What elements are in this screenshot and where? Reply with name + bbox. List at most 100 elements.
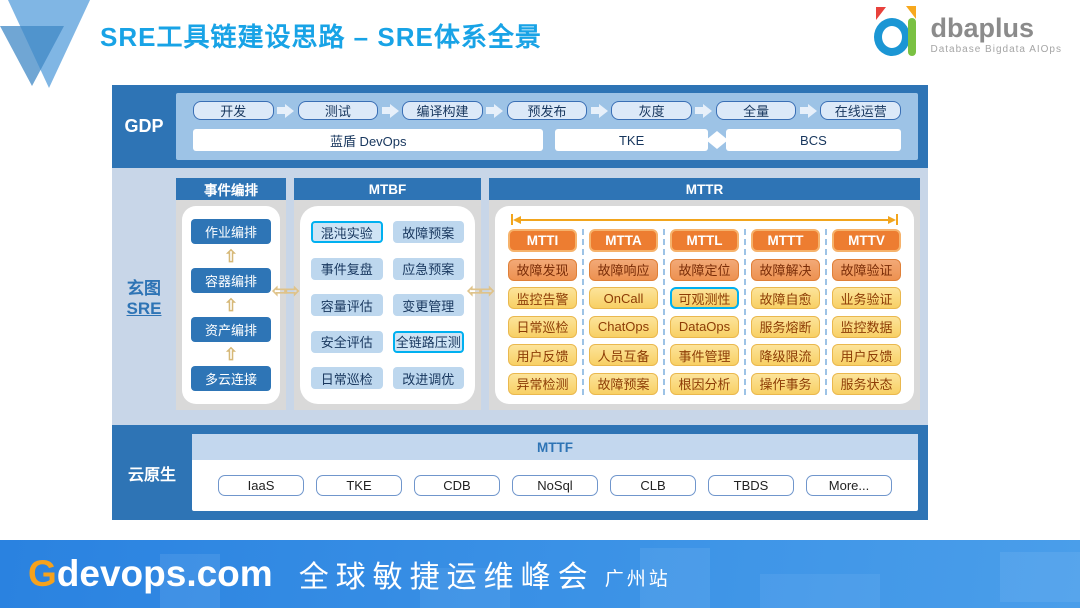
gdp-label: GDP: [124, 116, 164, 136]
pipeline-stage: 灰度: [611, 101, 692, 120]
platform-row: 蓝盾 DevOps TKE BCS: [193, 129, 901, 151]
pipeline-stage: 预发布: [506, 101, 588, 120]
mttr-item: 故障解决: [751, 258, 820, 281]
right-arrow-icon: [378, 103, 402, 118]
mttr-item: 日常巡检: [508, 315, 577, 338]
cloud-service: IaaS: [218, 475, 304, 496]
mttr-item: 降级限流: [751, 344, 820, 367]
mttr-panel: MTTR MTTI 故障发现 监控告警 日常巡检 用户反馈 异常检测: [489, 178, 920, 410]
left-right-arrow-icon: ⇦⇨: [272, 281, 300, 302]
left-right-arrow-icon: ⇦⇨: [467, 281, 495, 302]
footer-banner: Gdevops.com 全球敏捷运维峰会 广州站: [0, 540, 1080, 608]
mttr-item: 故障发现: [508, 258, 577, 281]
left-right-arrow-icon: [705, 131, 728, 149]
mttr-item: 服务熔断: [751, 315, 820, 338]
mttr-item: 故障自愈: [751, 287, 820, 310]
cloud-service: NoSql: [512, 475, 598, 496]
mtbf-panel: MTBF 混沌实验 故障预案 事件复盘 应急预案 容量评估 变更管理 安全评估 …: [294, 178, 481, 410]
right-arrow-icon: [483, 103, 507, 118]
gdp-band: GDP 开发 测试 编译构建 预发布 灰度 全量 在线运营: [112, 85, 928, 168]
cloud-service: TKE: [316, 475, 402, 496]
cloud-service: TBDS: [708, 475, 794, 496]
mttr-column-header: MTTA: [589, 229, 658, 252]
sre-band: 玄图 SRE 事件编排 作业编排 ⇧ 容器编排 ⇧ 资产编排 ⇧ 多云连接 MT…: [112, 168, 928, 425]
mtbf-item: 事件复盘: [311, 257, 383, 280]
right-arrow-icon: [587, 103, 611, 118]
mttr-item: 服务状态: [832, 372, 901, 395]
span-measure-arrow-icon: [511, 213, 898, 226]
cloud-service: More...: [806, 475, 892, 496]
mttr-item: 监控告警: [508, 287, 577, 310]
xuantu-sre-label: 玄图 SRE: [126, 279, 162, 318]
event-name: 全球敏捷运维峰会: [298, 561, 595, 594]
orchestration-item: 容器编排: [191, 268, 271, 293]
page-title: SRE工具链建设思路 – SRE体系全景: [100, 22, 542, 52]
mtbf-item: 全链路压测: [392, 330, 464, 353]
mttr-column-header: MTTT: [751, 229, 820, 252]
logo-tagline: Database Bigdata AIOps: [930, 43, 1062, 55]
devops-bar: 蓝盾 DevOps: [193, 129, 544, 151]
mttr-item: DataOps: [670, 315, 739, 338]
mttr-item: 故障定位: [670, 258, 739, 281]
up-arrow-icon: ⇧: [223, 246, 239, 266]
mttr-item: 可观测性: [670, 287, 739, 310]
pipeline-stage: 在线运营: [820, 101, 902, 120]
dbaplus-logo-icon: [872, 6, 922, 60]
mttr-item: 事件管理: [670, 344, 739, 367]
mttr-column: MTTL 故障定位 可观测性 DataOps 事件管理 根因分析: [665, 229, 746, 395]
mttr-item: 监控数据: [832, 315, 901, 338]
orchestration-item: 作业编排: [191, 219, 271, 244]
mttr-column: MTTI 故障发现 监控告警 日常巡检 用户反馈 异常检测: [503, 229, 584, 395]
cloud-native-band: 云原生 MTTF IaaS TKE CDB NoSql CLB TBDS Mor…: [112, 425, 928, 520]
mttr-item: OnCall: [589, 287, 658, 310]
event-city: 广州站: [604, 568, 671, 590]
mttr-item: 根因分析: [670, 372, 739, 395]
orchestration-item: 资产编排: [191, 317, 271, 342]
cloud-service: CDB: [414, 475, 500, 496]
mttr-column-header: MTTL: [670, 229, 739, 252]
right-arrow-icon: [692, 103, 716, 118]
gdevops-brand: Gdevops.com: [28, 553, 273, 594]
mtbf-item: 故障预案: [392, 221, 464, 243]
dbaplus-logo: dbaplus Database Bigdata AIOps: [872, 6, 1062, 60]
mttf-header: MTTF: [192, 434, 918, 460]
pipeline-row: 开发 测试 编译构建 预发布 灰度 全量 在线运营: [193, 101, 902, 120]
mttr-item: 业务验证: [832, 287, 901, 310]
pipeline-stage: 开发: [193, 101, 274, 120]
mttr-column-header: MTTV: [832, 229, 901, 252]
decorative-triangle-icon: [0, 26, 64, 86]
slide-header: SRE工具链建设思路 – SRE体系全景 dbaplus Database Bi…: [0, 0, 1080, 88]
mttr-column-header: MTTI: [508, 229, 577, 252]
mttr-item: 人员互备: [589, 344, 658, 367]
skyline-background: [0, 540, 1080, 608]
mttr-item: ChatOps: [589, 315, 658, 338]
mtbf-item: 日常巡检: [311, 367, 383, 389]
mttf-panel: MTTF IaaS TKE CDB NoSql CLB TBDS More...: [192, 434, 918, 511]
mttr-column: MTTV 故障验证 业务验证 监控数据 用户反馈 服务状态: [827, 229, 906, 395]
sre-architecture-diagram: GDP 开发 测试 编译构建 预发布 灰度 全量 在线运营: [112, 85, 928, 520]
mttr-item: 故障响应: [589, 258, 658, 281]
pipeline-stage: 编译构建: [402, 101, 483, 120]
mtbf-header: MTBF: [294, 178, 481, 200]
mttr-column: MTTT 故障解决 故障自愈 服务熔断 降级限流 操作事务: [746, 229, 827, 395]
mttr-item: 故障验证: [832, 258, 901, 281]
mttr-item: 故障预案: [589, 372, 658, 395]
mtbf-item: 混沌实验: [311, 221, 383, 243]
right-arrow-icon: [796, 103, 820, 118]
cloud-service: CLB: [610, 475, 696, 496]
right-arrow-icon: [274, 103, 298, 118]
mttr-item: 异常检测: [508, 372, 577, 395]
mtbf-item: 变更管理: [392, 294, 464, 316]
orchestration-header: 事件编排: [176, 178, 286, 200]
pipeline-stage: 全量: [715, 101, 797, 120]
mtbf-item: 改进调优: [392, 367, 464, 389]
mttr-header: MTTR: [489, 178, 920, 200]
mttr-item: 用户反馈: [832, 344, 901, 367]
mttr-item: 用户反馈: [508, 344, 577, 367]
gdp-pipeline-panel: 开发 测试 编译构建 预发布 灰度 全量 在线运营 蓝盾 DevOps: [176, 93, 918, 160]
pipeline-stage: 测试: [297, 101, 379, 120]
mtbf-item: 应急预案: [392, 257, 464, 280]
tke-bar: TKE: [555, 129, 708, 151]
mttr-column: MTTA 故障响应 OnCall ChatOps 人员互备 故障预案: [584, 229, 665, 395]
